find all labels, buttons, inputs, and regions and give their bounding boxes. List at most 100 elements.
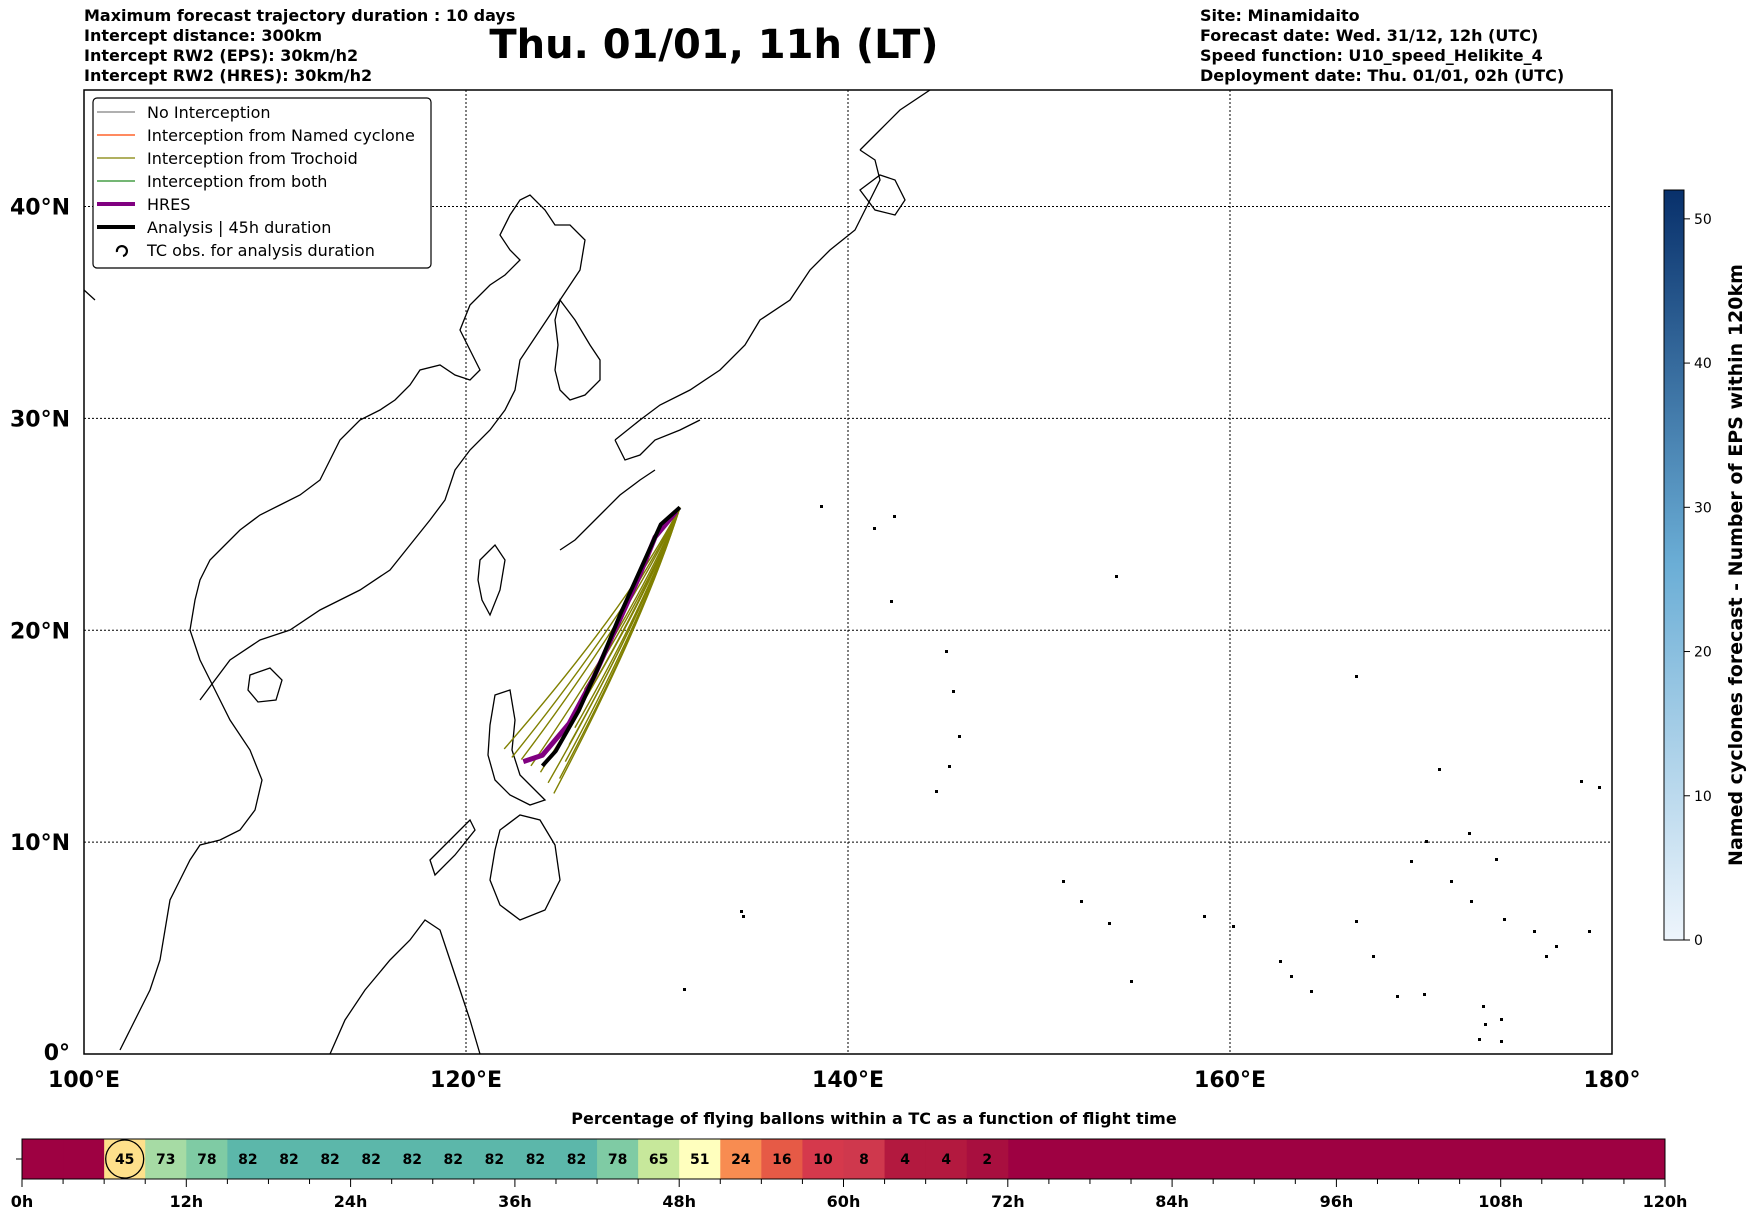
timeline-cell-value: 82 (320, 1152, 339, 1168)
timeline-cell (597, 1139, 639, 1179)
timeline-cell (555, 1139, 598, 1179)
timeline-tick-label: 36h (498, 1192, 532, 1211)
timeline-cell-value: 24 (731, 1152, 751, 1168)
timeline-cell (268, 1139, 311, 1179)
trochoid-trajectories (503, 507, 681, 794)
timeline-cell (802, 1139, 844, 1179)
lon-label: 100°E (48, 1068, 120, 1093)
timeline-cell-value: 45 (115, 1152, 134, 1168)
timeline-tick-label: 60h (827, 1192, 861, 1211)
timeline-cell (227, 1139, 269, 1179)
island (1470, 900, 1473, 903)
timeline-cell-value: 65 (649, 1152, 668, 1168)
timeline-cell-value: 73 (156, 1152, 175, 1168)
lat-label: 10°N (10, 831, 70, 856)
hokkaido-coastline (859, 174, 906, 216)
colorbar-label: Named cyclones forecast - Number of EPS … (1725, 264, 1747, 866)
header-right-info: Site: Minamidaito Forecast date: Wed. 31… (1200, 6, 1564, 86)
longitude-labels: 100°E 120°E 140°E 160°E 180° (48, 1068, 1640, 1093)
island (1545, 955, 1548, 958)
island (1425, 840, 1428, 843)
lat-label: 40°N (10, 196, 70, 221)
island (1062, 880, 1065, 883)
timeline-cell (473, 1139, 516, 1179)
timeline-cell-value: 10 (813, 1152, 833, 1168)
borneo-coastline (329, 919, 481, 1054)
island (1438, 768, 1441, 771)
timeline-cell (843, 1139, 886, 1179)
timeline-cell (679, 1139, 721, 1179)
timeline-cell (309, 1139, 352, 1179)
timeline-cell-value: 16 (772, 1152, 791, 1168)
lon-label: 120°E (430, 1068, 502, 1093)
island (742, 915, 745, 918)
island (1580, 780, 1583, 783)
island (1503, 918, 1506, 921)
colorbar-tick-label: 50 (1694, 212, 1712, 228)
trochoid-trajectory (520, 507, 681, 760)
island (1533, 930, 1536, 933)
timeline-tick-label: 72h (991, 1192, 1025, 1211)
timeline-cell (391, 1139, 434, 1179)
island (683, 988, 686, 991)
map-legend: No Interception Interception from Named c… (92, 97, 432, 269)
header-left-line: Intercept distance: 300km (84, 26, 323, 45)
island (1232, 925, 1235, 928)
island (1310, 990, 1313, 993)
island (1203, 915, 1206, 918)
page-title: Thu. 01/01, 11h (LT) (489, 22, 939, 68)
island (1500, 1040, 1503, 1043)
island (958, 735, 961, 738)
hainan-coastline (247, 667, 283, 703)
island (1130, 980, 1133, 983)
island (893, 515, 896, 518)
legend-label: Interception from Named cyclone (147, 126, 415, 145)
timeline-cell (186, 1139, 228, 1179)
mindanao-coastline (489, 814, 561, 921)
legend-label: No Interception (147, 103, 271, 122)
map-frame (83, 89, 1613, 1055)
taiwan-coastline (477, 543, 506, 617)
island (1495, 858, 1498, 861)
island (1588, 930, 1591, 933)
palawan-coastline (429, 818, 476, 877)
island (1423, 993, 1426, 996)
island (1484, 1023, 1487, 1026)
header-right-line: Speed function: U10_speed_Helikite_4 (1200, 46, 1543, 65)
flight-timeline: Percentage of flying ballons within a TC… (11, 1109, 1688, 1211)
island (1478, 1038, 1481, 1041)
island (1482, 1005, 1485, 1008)
lon-label: 140°E (812, 1068, 884, 1093)
lat-label: 30°N (10, 407, 70, 432)
island (1372, 955, 1375, 958)
legend-label: Interception from both (147, 172, 327, 191)
legend-label: Analysis | 45h duration (147, 218, 331, 237)
timeline-cell (720, 1139, 762, 1179)
timeline-tick-label: 108h (1478, 1192, 1523, 1211)
korea-coastline (554, 298, 601, 401)
island (1555, 945, 1558, 948)
legend-label: HRES (147, 195, 190, 214)
timeline-rest-fill (1007, 1139, 1665, 1179)
timeline-cell (638, 1139, 680, 1179)
timeline-cell-value: 82 (238, 1152, 257, 1168)
island (873, 527, 876, 530)
colorbar-tick-label: 20 (1694, 645, 1712, 661)
header-right-line: Site: Minamidaito (1200, 6, 1360, 25)
trochoid-trajectory (503, 507, 681, 750)
legend-label: TC obs. for analysis duration (146, 241, 375, 260)
timeline-cell-value: 8 (859, 1152, 869, 1168)
island (1450, 880, 1453, 883)
timeline-cell (761, 1139, 803, 1179)
island (1115, 575, 1118, 578)
timeline-cell-value: 78 (608, 1152, 627, 1168)
colorbar-tick-label: 40 (1694, 356, 1712, 372)
timeline-tick-label: 84h (1155, 1192, 1189, 1211)
legend-label: Interception from Trochoid (147, 149, 358, 168)
island (1108, 922, 1111, 925)
island (1410, 860, 1413, 863)
timeline-cell (350, 1139, 393, 1179)
timeline-cell-value: 51 (690, 1152, 709, 1168)
island (1396, 995, 1399, 998)
header-right-line: Forecast date: Wed. 31/12, 12h (UTC) (1200, 26, 1539, 45)
